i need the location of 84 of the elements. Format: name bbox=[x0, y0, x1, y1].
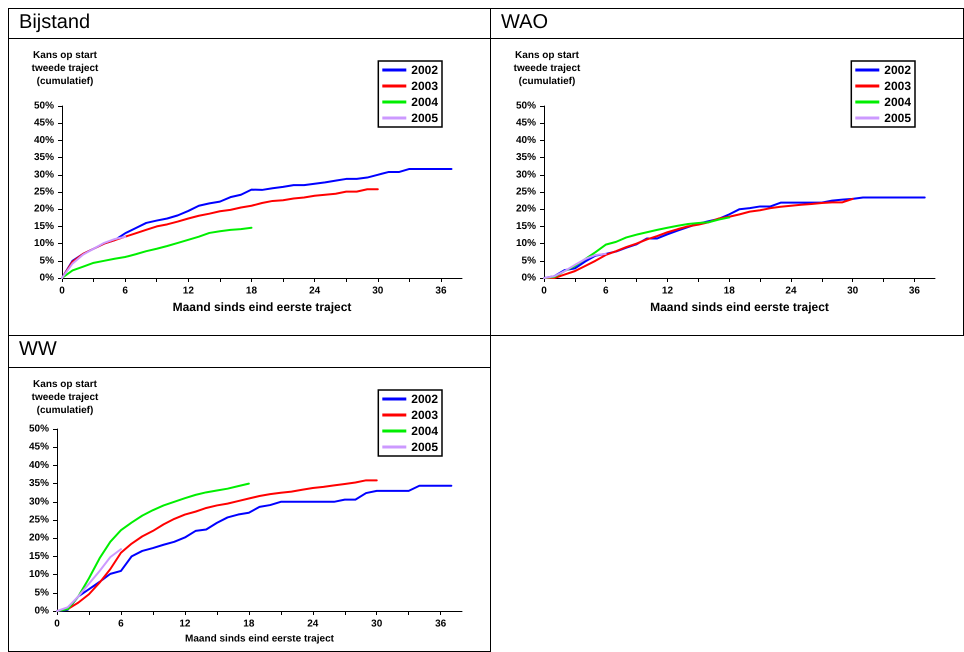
y-tick-label: 5% bbox=[40, 255, 54, 266]
y-tick-label: 0% bbox=[522, 272, 536, 284]
y-tick-label: 50% bbox=[28, 424, 50, 434]
y-tick-label: 20% bbox=[516, 204, 536, 215]
x-tick-label: 12 bbox=[179, 618, 191, 630]
y-tick-label: 35% bbox=[34, 152, 54, 164]
y-tick-label: 35% bbox=[516, 152, 536, 164]
y-axis-title: Kans op start tweede traject (cumulatief) bbox=[512, 49, 582, 88]
x-tick-label: 12 bbox=[662, 286, 674, 296]
line-series bbox=[56, 482, 250, 612]
x-tick-label: 6 bbox=[118, 618, 124, 630]
legend-label: 2005 bbox=[884, 111, 912, 125]
legend-label: 2002 bbox=[411, 63, 438, 77]
y-tick-label: 0% bbox=[40, 272, 54, 284]
y-tick-label: 0% bbox=[34, 606, 50, 616]
legend-label: 2003 bbox=[884, 79, 912, 93]
y-tick-label: 20% bbox=[28, 532, 50, 544]
x-tick-label: 0 bbox=[541, 286, 548, 296]
x-tick-label: 6 bbox=[122, 286, 128, 296]
y-tick-label: 40% bbox=[34, 134, 54, 146]
x-tick-label: 24 bbox=[307, 618, 319, 630]
legend-label: 2004 bbox=[411, 95, 438, 109]
y-tick-label: 10% bbox=[516, 238, 536, 250]
legend-label: 2003 bbox=[411, 408, 438, 422]
x-axis-title: Maand sinds eind eerste traject bbox=[185, 633, 335, 644]
chart-title: WW bbox=[8, 335, 491, 368]
x-axis-title: Maand sinds eind eerste traject bbox=[172, 300, 352, 314]
legend-label: 2005 bbox=[411, 440, 438, 454]
y-axis-title: Kans op start tweede traject (cumulatief) bbox=[30, 378, 100, 417]
y-tick-label: 35% bbox=[28, 478, 50, 490]
y-tick-label: 40% bbox=[516, 134, 536, 146]
x-tick-label: 36 bbox=[435, 618, 447, 630]
y-axis-title: Kans op start tweede traject (cumulatief) bbox=[30, 49, 100, 88]
y-tick-label: 25% bbox=[516, 186, 536, 198]
y-tick-label: 30% bbox=[28, 496, 50, 508]
x-tick-label: 36 bbox=[908, 286, 920, 296]
line-series bbox=[61, 168, 452, 279]
x-tick-label: 18 bbox=[246, 286, 258, 296]
y-tick-label: 30% bbox=[516, 169, 536, 180]
x-axis-title: Maand sinds eind eerste traject bbox=[650, 300, 829, 314]
legend-label: 2004 bbox=[411, 424, 438, 438]
x-tick-label: 30 bbox=[847, 286, 859, 296]
x-tick-label: 36 bbox=[435, 286, 447, 296]
y-tick-label: 45% bbox=[28, 442, 50, 453]
x-tick-label: 18 bbox=[724, 286, 736, 296]
y-tick-label: 10% bbox=[28, 569, 50, 580]
y-tick-label: 50% bbox=[516, 100, 536, 112]
line-series bbox=[61, 236, 126, 279]
y-tick-label: 40% bbox=[28, 460, 50, 471]
y-tick-label: 25% bbox=[34, 186, 54, 198]
x-tick-label: 18 bbox=[243, 618, 255, 630]
y-tick-label: 50% bbox=[34, 100, 54, 112]
line-series bbox=[61, 226, 252, 279]
x-tick-label: 0 bbox=[54, 618, 60, 630]
y-tick-label: 15% bbox=[34, 220, 54, 232]
chart-title: WAO bbox=[490, 8, 964, 39]
y-tick-label: 15% bbox=[28, 550, 50, 562]
line-series bbox=[543, 252, 607, 279]
y-tick-label: 30% bbox=[34, 169, 54, 180]
line-series bbox=[56, 548, 122, 612]
x-tick-label: 24 bbox=[785, 286, 797, 296]
y-tick-label: 25% bbox=[28, 514, 50, 526]
legend-label: 2004 bbox=[884, 95, 912, 109]
x-tick-label: 12 bbox=[182, 286, 194, 296]
line-series bbox=[56, 484, 452, 612]
x-tick-label: 30 bbox=[371, 618, 383, 630]
y-tick-label: 20% bbox=[34, 204, 54, 215]
y-tick-label: 5% bbox=[34, 587, 50, 598]
line-series bbox=[543, 198, 854, 279]
x-tick-label: 24 bbox=[309, 286, 321, 296]
y-tick-label: 5% bbox=[522, 255, 536, 266]
line-series bbox=[543, 216, 730, 279]
y-tick-label: 45% bbox=[516, 118, 536, 129]
chart-title: Bijstand bbox=[8, 8, 491, 39]
legend-label: 2005 bbox=[411, 111, 438, 125]
y-tick-label: 45% bbox=[34, 118, 54, 129]
legend-label: 2002 bbox=[411, 392, 438, 406]
legend-label: 2002 bbox=[884, 63, 912, 77]
y-tick-label: 15% bbox=[516, 220, 536, 232]
x-tick-label: 6 bbox=[602, 286, 609, 296]
x-tick-label: 0 bbox=[59, 286, 66, 296]
x-tick-label: 30 bbox=[372, 286, 384, 296]
y-tick-label: 10% bbox=[34, 238, 54, 250]
legend-label: 2003 bbox=[411, 79, 438, 93]
